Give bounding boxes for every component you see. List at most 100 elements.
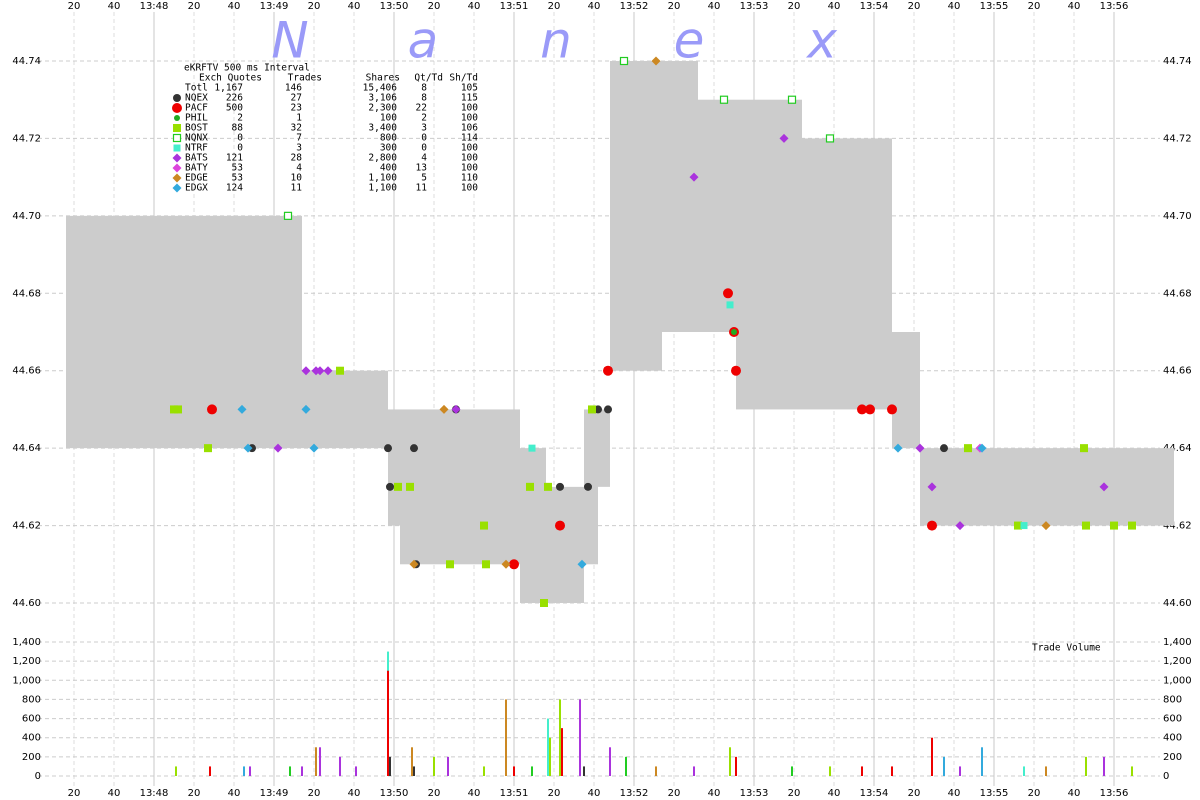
legend-stat: 100 (461, 113, 478, 124)
y-tick-label: 44.62 (12, 521, 41, 532)
legend-stat: 27 (291, 93, 302, 104)
nbbo-band (662, 61, 698, 332)
legend-header: Qt/Td (414, 73, 443, 84)
y-tick-label: 44.74 (12, 56, 41, 67)
trade-marker (315, 366, 325, 376)
x-tick-label: 20 (908, 1, 921, 12)
y-tick-label: 600 (1163, 714, 1182, 725)
volume-bar (625, 756, 627, 776)
x-tick-label: 13:56 (1100, 788, 1129, 799)
x-tick-label: 20 (788, 788, 801, 799)
trade-marker (207, 404, 217, 415)
trade-marker (309, 443, 319, 453)
x-tick-label: 20 (428, 788, 441, 799)
legend-stat: 4 (421, 153, 427, 164)
x-tick-label: 13:52 (620, 788, 649, 799)
trade-marker (1020, 522, 1028, 530)
x-tick-label: 40 (468, 788, 481, 799)
legend-stat: 4 (296, 163, 302, 174)
legend-stat: 1,100 (368, 183, 397, 194)
trade-marker (1099, 482, 1109, 492)
volume-bar (609, 747, 611, 776)
nbbo-band (400, 409, 520, 565)
watermark: n (540, 12, 572, 70)
legend-stat: 15,406 (363, 83, 398, 94)
y-tick-label: 400 (22, 733, 41, 744)
volume-bar (981, 747, 983, 776)
legend-name: EDGX (185, 183, 208, 194)
legend-header: Trades (288, 73, 322, 84)
y-tick-label: 44.66 (12, 366, 41, 377)
y-tick-label: 1,200 (12, 656, 41, 667)
legend-header: Shares (366, 73, 400, 84)
legend-name: NQEX (185, 93, 208, 104)
x-tick-label: 13:49 (260, 788, 289, 799)
y-tick-label: 200 (1163, 752, 1182, 763)
x-tick-label: 13:53 (740, 788, 769, 799)
trade-marker (394, 482, 402, 491)
volume-bar (579, 699, 581, 776)
y-tick-label: 44.66 (1163, 366, 1192, 377)
trade-marker (719, 95, 729, 104)
trade-marker (273, 443, 283, 453)
x-tick-label: 40 (108, 1, 121, 12)
legend-stat: 11 (416, 183, 428, 194)
legend-title: eKRFTV 500 ms Interval (184, 63, 310, 74)
legend-stat: 100 (461, 143, 478, 154)
legend-stat: 105 (461, 83, 478, 94)
volume-bar (531, 766, 533, 776)
legend-marker (172, 163, 182, 173)
watermark: a (408, 12, 439, 70)
nbbo-band (388, 409, 400, 526)
y-tick-label: 44.70 (1163, 211, 1192, 222)
legend-stat: 88 (232, 123, 244, 134)
trade-marker (584, 482, 592, 491)
trade-marker (865, 404, 875, 415)
legend-marker (172, 153, 182, 163)
x-tick-label: 20 (668, 788, 681, 799)
legend-header: Quotes (228, 73, 262, 84)
x-tick-label: 13:48 (140, 1, 169, 12)
legend-stat: 226 (226, 93, 243, 104)
y-tick-label: 400 (1163, 733, 1182, 744)
legend-stat: 3,400 (368, 123, 397, 134)
panel-title: Trade Volume (1032, 643, 1101, 654)
trade-marker (526, 482, 534, 491)
x-tick-label: 20 (548, 1, 561, 12)
y-tick-label: 44.72 (1163, 133, 1192, 144)
x-tick-label: 40 (228, 1, 241, 12)
trade-marker (915, 443, 925, 453)
nbbo-band (546, 486, 584, 603)
trade-marker (887, 404, 897, 415)
x-tick-label: 13:51 (500, 788, 529, 799)
legend-stat: 2 (237, 113, 243, 124)
x-tick-label: 40 (828, 788, 841, 799)
nbbo-band (66, 215, 302, 449)
trade-marker (323, 366, 333, 376)
trade-marker (301, 366, 311, 376)
watermark: N (271, 12, 308, 70)
volume-bar (249, 766, 251, 776)
x-tick-label: 40 (708, 1, 721, 12)
watermark: e (674, 12, 705, 70)
x-tick-label: 20 (428, 1, 441, 12)
volume-bar (315, 747, 317, 776)
y-tick-label: 44.64 (12, 443, 41, 454)
x-tick-label: 40 (348, 1, 361, 12)
trade-marker (588, 405, 596, 414)
legend-stat: 2,800 (368, 153, 397, 164)
legend-header: Sh/Td (449, 73, 478, 84)
y-tick-label: 800 (22, 694, 41, 705)
legend-stat: 800 (380, 133, 397, 144)
volume-bar (959, 766, 961, 776)
volume-bar (413, 766, 415, 776)
y-tick-label: 1,400 (12, 637, 41, 648)
volume-bar (1023, 766, 1025, 776)
volume-bar (693, 766, 695, 776)
x-tick-label: 20 (68, 1, 81, 12)
y-tick-label: 44.62 (1163, 521, 1192, 532)
legend-stat: 400 (380, 163, 397, 174)
x-tick-label: 40 (108, 788, 121, 799)
x-tick-label: 20 (908, 788, 921, 799)
